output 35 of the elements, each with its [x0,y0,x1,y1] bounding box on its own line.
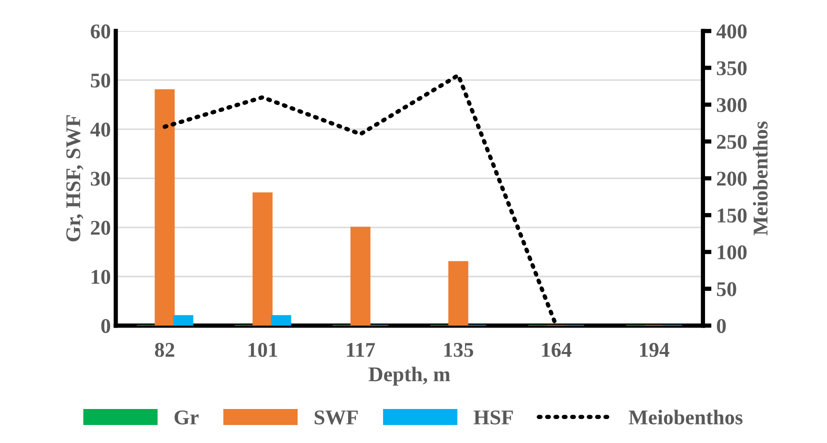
bar [173,315,194,326]
y-tick-label: 30 [90,172,110,186]
x-tick-label: 101 [248,342,278,357]
x-tick-label: 164 [542,342,572,357]
y-tick-label: 60 [90,24,110,38]
y2-tick-label: 150 [718,208,747,223]
legend-label: HSF [474,410,513,424]
y2-tick-label: 400 [716,24,747,38]
y-tick-label: 20 [90,220,110,235]
legend-label: SWF [314,410,358,425]
x-tick-label: 82 [154,342,174,357]
y-axis-title: Gr, HSF, SWF [66,115,84,242]
bar [271,315,292,326]
y-tick-label: 40 [90,122,110,137]
y2-tick-label: 100 [718,245,747,260]
bar [350,226,370,326]
x-tick-label: 135 [444,342,474,357]
y2-axis-title: Meiobenthos [752,122,768,236]
y2-tick-label: 250 [717,134,747,149]
y-tick-label: 50 [90,73,110,88]
x-tick-label: 194 [640,342,670,357]
y-tick-label: 10 [92,270,110,284]
legend-label: Gr [174,410,199,424]
x-axis-title: Depth, m [368,366,450,386]
y2-tick-label: 200 [717,172,747,186]
y2-tick-label: 350 [716,61,747,76]
y2-tick-label: 300 [716,98,747,112]
x-tick-label: 117 [347,342,375,357]
legend-label: Meiobenthos [628,410,743,424]
y2-tick-label: 0 [716,318,726,334]
bar [252,192,273,326]
bar [448,261,468,326]
bar [154,89,175,326]
y-tick-label: 0 [101,318,110,334]
y2-tick-label: 50 [716,282,736,296]
